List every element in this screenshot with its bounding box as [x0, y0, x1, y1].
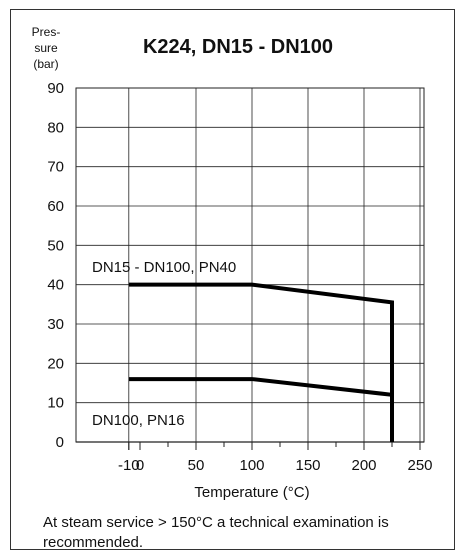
x-tick-label: 100 [239, 457, 264, 474]
y-tick-label: 20 [47, 355, 64, 372]
y-tick-label: 40 [47, 277, 64, 294]
series-label-pn16: DN100, PN16 [92, 412, 185, 429]
y-axis-label: sure [34, 41, 58, 55]
y-axis-label: (bar) [33, 57, 58, 71]
series-label-pn40: DN15 - DN100, PN40 [92, 259, 236, 276]
chart-title: K224, DN15 - DN100 [143, 36, 333, 58]
y-tick-label: 90 [47, 80, 64, 97]
chart-frame [10, 9, 455, 550]
y-tick-label: 0 [56, 434, 64, 451]
y-tick-label: 60 [47, 198, 64, 215]
series-line-1 [128, 282, 394, 442]
series-line-2 [128, 377, 393, 397]
y-tick-label: 10 [47, 395, 64, 412]
x-tick-label: 150 [295, 457, 320, 474]
y-tick-label: 30 [47, 316, 64, 333]
y-tick-label: 50 [47, 237, 64, 254]
plot-border [75, 87, 425, 443]
x-tick-label: 200 [351, 457, 376, 474]
footnote: At steam service > 150°C a technical exa… [43, 514, 389, 551]
x-tick-label: 0 [136, 457, 144, 474]
x-tick-label: -10 [118, 457, 140, 474]
y-axis-label: Pres- [32, 25, 61, 39]
y-tick-label: 70 [47, 159, 64, 176]
x-tick-label: 250 [407, 457, 432, 474]
x-axis-label: Temperature (°C) [194, 484, 309, 501]
x-tick-label: 50 [188, 457, 205, 474]
y-tick-label: 80 [47, 119, 64, 136]
